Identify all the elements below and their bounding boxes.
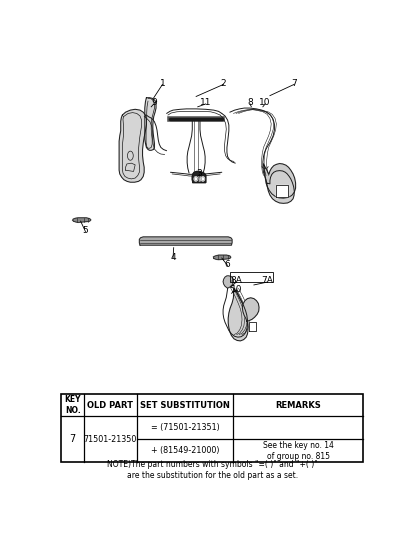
Polygon shape: [249, 322, 256, 330]
Text: NOTE)The part numbers with symbols "=( )" and "+( )"
are the substitution for th: NOTE)The part numbers with symbols "=( )…: [107, 459, 317, 480]
Bar: [229, 272, 273, 282]
Circle shape: [201, 177, 204, 181]
Polygon shape: [213, 255, 230, 260]
Text: 71501-21350: 71501-21350: [83, 435, 137, 444]
Text: 8A: 8A: [230, 277, 242, 285]
Polygon shape: [263, 164, 295, 199]
Text: REMARKS: REMARKS: [275, 401, 320, 409]
Polygon shape: [145, 98, 156, 150]
Text: SET SUBSTITUTION: SET SUBSTITUTION: [140, 401, 229, 409]
Text: 10: 10: [230, 285, 242, 294]
Bar: [61, 394, 362, 462]
Text: 7: 7: [290, 79, 296, 88]
Text: 5: 5: [82, 226, 88, 235]
Polygon shape: [223, 276, 233, 288]
Polygon shape: [276, 185, 287, 197]
Text: 11: 11: [199, 98, 211, 107]
Text: KEY
NO.: KEY NO.: [64, 395, 81, 415]
Text: + (81549-21000): + (81549-21000): [150, 447, 219, 455]
Text: OLD PART: OLD PART: [87, 401, 133, 409]
Polygon shape: [266, 171, 294, 203]
Text: 10: 10: [259, 98, 270, 107]
Text: 7A: 7A: [261, 277, 273, 285]
Polygon shape: [192, 172, 205, 182]
Text: 4: 4: [170, 253, 176, 261]
Text: 3: 3: [196, 168, 202, 178]
Text: 6: 6: [224, 260, 230, 269]
Polygon shape: [119, 109, 146, 182]
Circle shape: [197, 177, 200, 181]
Polygon shape: [242, 298, 259, 321]
Text: 2: 2: [220, 79, 225, 88]
Text: = (71501-21351): = (71501-21351): [150, 423, 219, 433]
Circle shape: [194, 177, 197, 181]
Text: See the key no. 14
of group no. 815: See the key no. 14 of group no. 815: [262, 441, 333, 461]
Polygon shape: [139, 237, 232, 245]
Text: 7: 7: [69, 434, 76, 444]
Text: 8: 8: [247, 98, 252, 107]
Polygon shape: [228, 289, 247, 341]
Text: 9: 9: [151, 98, 156, 107]
Polygon shape: [72, 218, 91, 222]
Text: 1: 1: [159, 79, 165, 88]
